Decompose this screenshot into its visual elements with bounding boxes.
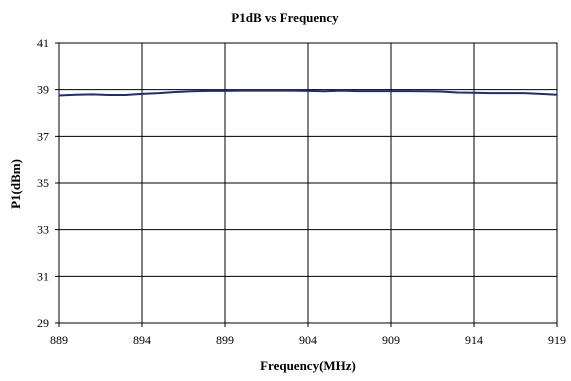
x-tick-label-1: 894 — [133, 333, 151, 347]
y-axis-label: P1(dBm) — [8, 159, 23, 209]
y-tick-label-5: 39 — [37, 83, 49, 97]
x-tick-label-0: 889 — [50, 333, 68, 347]
x-tick-label-5: 914 — [465, 333, 483, 347]
plot-frame — [58, 42, 558, 324]
series-layer — [58, 89, 558, 97]
y-tick-label-0: 29 — [37, 316, 49, 330]
x-tick-label-2: 899 — [216, 333, 234, 347]
y-tick-label-1: 31 — [37, 269, 49, 283]
chart-title: P1dB vs Frequency — [231, 10, 339, 25]
x-axis-label: Frequency(MHz) — [260, 358, 356, 373]
x-tick-label-4: 909 — [382, 333, 400, 347]
y-tick-label-6: 41 — [37, 36, 49, 50]
y-tick-labels: 29 31 33 35 37 39 41 — [37, 36, 49, 330]
grid-lines — [55, 42, 558, 327]
x-tick-label-3: 904 — [299, 333, 317, 347]
x-tick-labels: 889 894 899 904 909 914 919 — [50, 333, 566, 347]
y-tick-label-4: 37 — [37, 129, 49, 143]
x-tick-label-6: 919 — [548, 333, 566, 347]
y-tick-label-3: 35 — [37, 176, 49, 190]
y-tick-label-2: 33 — [37, 223, 49, 237]
series-line-0 — [58, 89, 558, 97]
